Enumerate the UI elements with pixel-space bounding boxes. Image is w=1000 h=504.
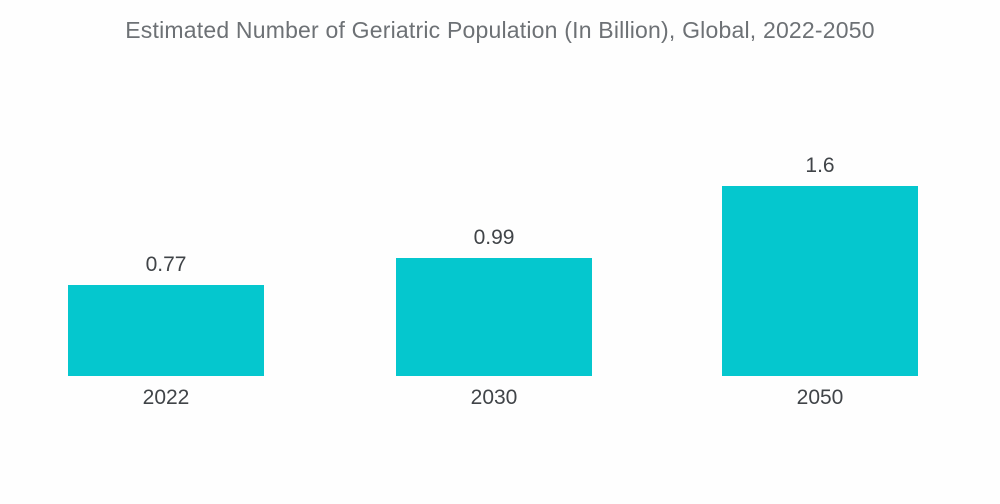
bar <box>722 186 918 376</box>
chart-title: Estimated Number of Geriatric Population… <box>125 17 875 43</box>
bar-value-label: 0.77 <box>145 253 187 276</box>
bar-group: 1.6 2050 <box>722 154 918 409</box>
bar-group: 0.99 2030 <box>396 226 592 409</box>
bar-category-label: 2050 <box>796 386 844 409</box>
bar-group: 0.77 2022 <box>68 253 264 409</box>
bar-category-label: 2022 <box>142 386 190 409</box>
bar <box>396 258 592 376</box>
bar-value-label: 1.6 <box>805 154 835 177</box>
bar <box>68 285 264 376</box>
bar-category-label: 2030 <box>470 386 518 409</box>
bar-value-label: 0.99 <box>473 226 515 249</box>
